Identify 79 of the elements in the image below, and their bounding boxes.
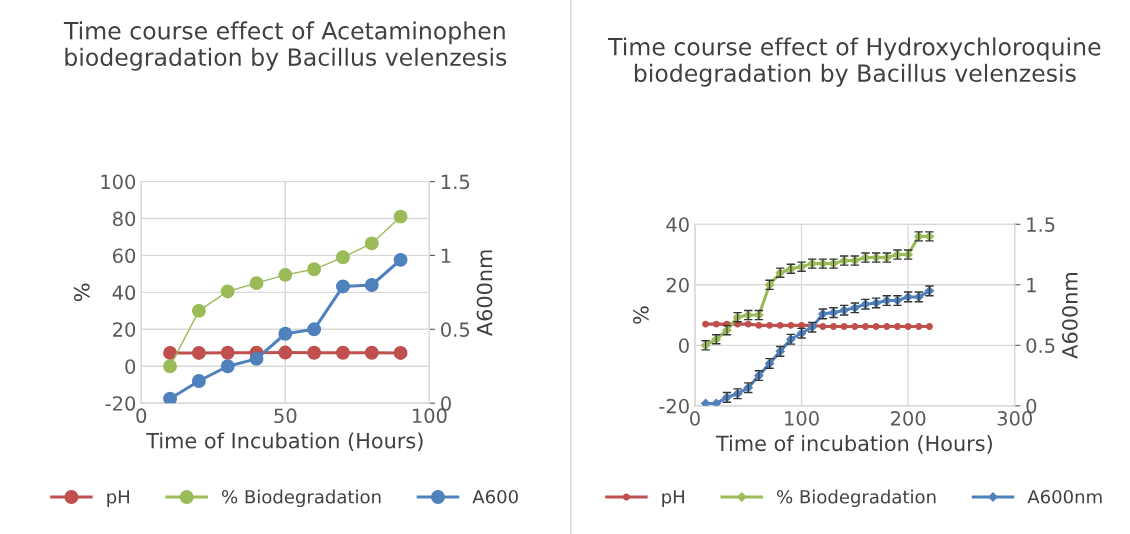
x-tick-label: 0	[690, 411, 700, 426]
point	[883, 323, 891, 331]
legend-label: A600	[472, 489, 518, 504]
point	[220, 284, 235, 299]
y-tick-label: 100	[101, 174, 136, 190]
x-tick-label: 200	[891, 411, 926, 426]
y2-axis-title: A600nm	[1062, 273, 1078, 359]
y-tick-label: 80	[112, 211, 136, 227]
point	[819, 323, 827, 331]
point	[393, 252, 408, 267]
y-axis-title: %	[73, 283, 90, 302]
point	[702, 320, 710, 328]
legend-label: % Biodegradation	[777, 489, 936, 508]
point	[191, 303, 206, 318]
point	[191, 345, 206, 360]
point	[364, 345, 379, 360]
y2-axis-title: A600nm	[476, 250, 493, 336]
y2-tick-label: 1.5	[441, 174, 470, 190]
point	[904, 323, 912, 331]
y-tick-label: 20	[666, 277, 689, 293]
point	[798, 321, 806, 329]
point	[163, 345, 178, 360]
chart-title: Time course effect of Acetaminophen biodegradation by Bacillus velenzesis	[63, 21, 507, 71]
x-tick-label: 100	[785, 411, 819, 426]
x-tick-label: 50	[274, 408, 297, 424]
point	[307, 322, 322, 337]
point	[925, 323, 933, 331]
y-tick-label: 60	[113, 248, 136, 264]
y2-tick-label: 1	[1027, 278, 1036, 293]
y-tick-label: 0	[679, 338, 689, 353]
point	[851, 323, 859, 331]
point	[840, 323, 848, 331]
y-axis-title: %	[632, 306, 649, 324]
point	[336, 250, 350, 265]
y-tick-label: 0	[125, 359, 136, 374]
chart-title: Time course effect of Hydroxychloroquine biodegradation by Bacillus velenzesis	[608, 37, 1101, 87]
point	[191, 374, 206, 388]
point	[163, 359, 178, 374]
point	[336, 345, 350, 360]
point	[220, 359, 235, 374]
point	[776, 321, 784, 329]
point	[862, 323, 869, 331]
point	[278, 345, 293, 360]
legend-label: pH	[662, 490, 684, 508]
y2-tick-label: 0.5	[441, 322, 470, 337]
y2-tick-label: 0.5	[1026, 338, 1055, 353]
point	[278, 267, 293, 282]
point	[787, 321, 795, 329]
legend-label: % Biodegradation	[222, 489, 381, 508]
point	[915, 323, 923, 331]
y2-tick-label: 1.5	[1027, 217, 1055, 232]
legend-label: A600nm	[1027, 489, 1102, 504]
y-tick-label: 40	[112, 285, 136, 301]
point	[393, 345, 408, 360]
x-axis-title: Time of Incubation (Hours)	[146, 432, 423, 451]
legend-label: pH	[107, 490, 129, 508]
x-axis-title: Time of incubation (Hours)	[715, 435, 992, 454]
point	[307, 262, 322, 277]
point	[220, 345, 235, 360]
point	[249, 276, 264, 291]
point	[712, 320, 720, 328]
point	[872, 323, 880, 331]
point	[249, 351, 264, 366]
x-tick-label: 0	[136, 408, 147, 424]
point	[393, 209, 408, 224]
point	[766, 321, 774, 329]
y-tick-label: 40	[666, 217, 689, 232]
y-tick-label: -20	[105, 396, 136, 411]
point	[336, 279, 350, 294]
y2-tick-label: 1	[441, 248, 451, 263]
point	[894, 323, 901, 331]
y-tick-label: -20	[659, 398, 689, 414]
point	[364, 236, 379, 251]
point	[830, 323, 837, 331]
point	[163, 391, 178, 404]
point	[278, 326, 293, 341]
y-tick-label: 20	[113, 322, 136, 337]
point	[364, 278, 379, 292]
point	[307, 345, 322, 360]
